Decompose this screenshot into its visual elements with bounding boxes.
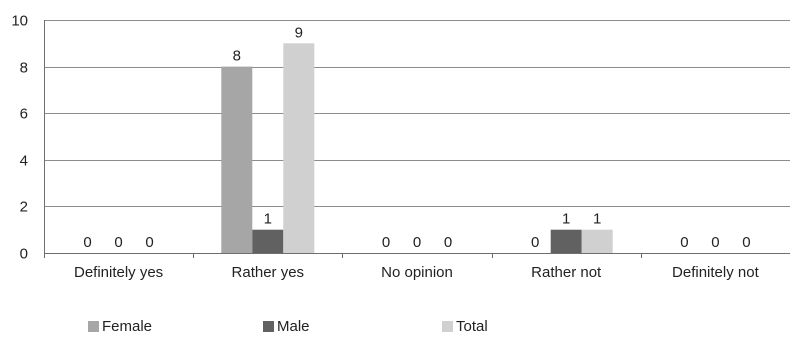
x-tick-label: No opinion <box>381 264 453 281</box>
data-label: 0 <box>145 234 153 251</box>
y-tick-label: 4 <box>20 153 28 170</box>
data-label: 0 <box>531 234 539 251</box>
data-label: 0 <box>444 234 452 251</box>
legend-swatch-female <box>88 321 99 332</box>
y-tick-label: 2 <box>20 199 28 216</box>
data-labels: 0 0 0 8 1 9 0 0 0 0 1 1 0 0 0 <box>83 24 750 251</box>
x-tick-label: Definitely yes <box>74 264 163 281</box>
legend-label-total: Total <box>456 318 488 335</box>
data-label: 1 <box>593 211 601 228</box>
legend-label-male: Male <box>277 318 310 335</box>
data-label: 0 <box>114 234 122 251</box>
legend: Female Male Total <box>88 318 788 338</box>
data-label: 1 <box>264 211 272 228</box>
data-label: 0 <box>711 234 719 251</box>
data-label: 8 <box>233 48 241 65</box>
y-tick-label: 0 <box>20 246 28 263</box>
legend-label-female: Female <box>102 318 153 335</box>
data-label: 0 <box>680 234 688 251</box>
legend-item-male: Male <box>263 318 310 335</box>
bar-total-rather-yes <box>283 43 315 253</box>
data-label: 0 <box>382 234 390 251</box>
x-tick-label: Rather yes <box>232 264 305 281</box>
y-tick-label: 10 <box>11 13 28 30</box>
legend-item-female: Female <box>88 318 152 335</box>
data-label: 1 <box>562 211 570 228</box>
legend-swatch-total <box>442 321 453 332</box>
bar-female-rather-yes <box>221 66 253 253</box>
data-label: 0 <box>742 234 750 251</box>
data-label: 0 <box>83 234 91 251</box>
data-label: 9 <box>295 24 303 41</box>
y-tick-label: 6 <box>20 106 28 123</box>
x-tick-label: Rather not <box>531 264 602 281</box>
legend-swatch-male <box>263 321 274 332</box>
gridlines <box>44 20 790 207</box>
bars <box>221 43 613 253</box>
bar-male-rather-yes <box>252 229 284 253</box>
x-tick-label: Definitely not <box>672 264 760 281</box>
bar-total-rather-not <box>581 229 613 253</box>
axes <box>44 20 790 258</box>
bar-male-rather-not <box>550 229 582 253</box>
y-tick-label: 8 <box>20 60 28 77</box>
data-label: 0 <box>413 234 421 251</box>
legend-item-total: Total <box>442 318 488 335</box>
